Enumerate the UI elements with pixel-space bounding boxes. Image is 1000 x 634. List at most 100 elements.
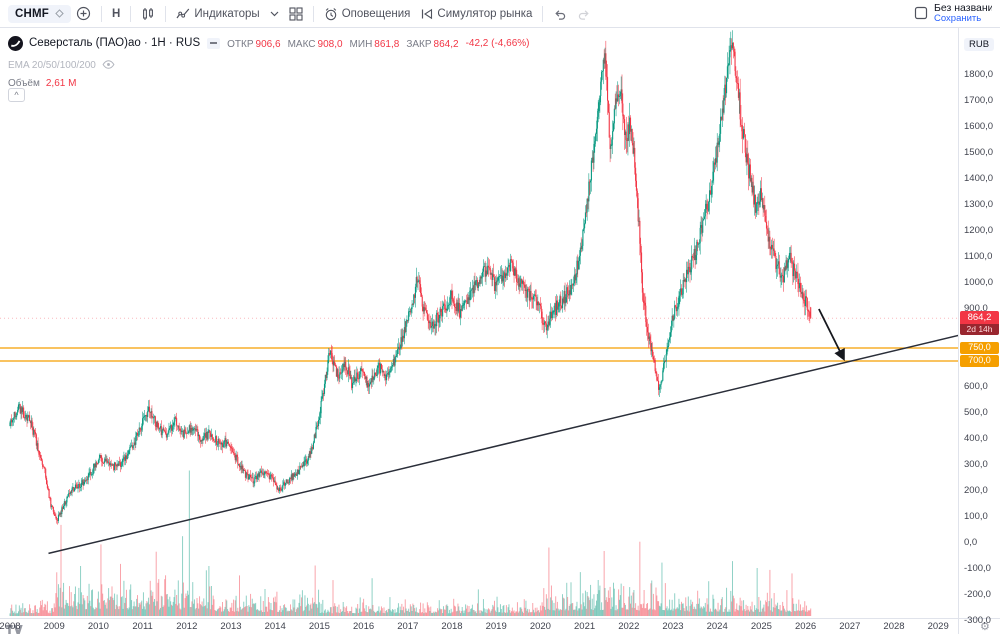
time-axis-year: 2020 [529, 621, 551, 632]
replay-button[interactable]: Симулятор рынка [415, 5, 537, 23]
time-axis-year: 2022 [618, 621, 640, 632]
undo-icon [555, 9, 566, 20]
time-axis-year: 2009 [43, 621, 65, 632]
time-axis-year: 2018 [441, 621, 463, 632]
price-axis-label: 900,0 [964, 303, 988, 314]
ohlc-low: МИН 861,8 [349, 39, 400, 50]
plus-circle-icon [76, 6, 91, 21]
indicators-label: Индикаторы [194, 7, 260, 20]
legend-volume-row[interactable]: Объём 2,61 М [8, 78, 530, 89]
legend-title[interactable]: Северсталь (ПАО)ао · 1Н · RUS [29, 37, 201, 49]
time-axis-year: 2014 [264, 621, 286, 632]
instrument-logo-icon [8, 35, 23, 51]
time-axis[interactable]: ⚙ 2008 2009 2010 2011 2012 2013 2014 2015 2016 20… [0, 618, 1000, 634]
price-axis[interactable]: RUB 1800,0 1700,0 1600,0 1500,0 1400,0 1300,0… [958, 28, 1000, 634]
price-axis-label: 400,0 [964, 433, 988, 444]
layout-panel-icon[interactable] [914, 6, 928, 20]
time-axis-year: 2017 [397, 621, 419, 632]
indicators-button[interactable]: Индикаторы [171, 5, 264, 23]
chart-legend: Северсталь (ПАО)ао · 1Н · RUS ОТКР 906,6 … [8, 34, 530, 93]
indicator-templates-button[interactable] [265, 8, 284, 20]
symbol-ticker: CHMF [15, 7, 50, 20]
tradingview-logo[interactable] [6, 622, 23, 634]
price-axis-label: 1400,0 [964, 173, 994, 184]
time-axis-year: 2023 [662, 621, 684, 632]
top-toolbar: CHMF Н [0, 0, 1000, 28]
arrow-drawing[interactable] [818, 308, 845, 362]
price-axis-label: -300,0 [964, 615, 991, 626]
alerts-button[interactable]: Оповещения [319, 4, 416, 24]
price-level-badge[interactable]: 750,0 [960, 341, 999, 354]
grid-layout-icon [289, 6, 303, 21]
candlestick-icon [143, 7, 154, 20]
price-axis-label: 0,0 [964, 537, 978, 548]
volume-label: Объём [8, 78, 40, 89]
time-axis-year: 2015 [308, 621, 330, 632]
price-axis-label: 1600,0 [964, 121, 994, 132]
price-axis-label: 1300,0 [964, 199, 994, 210]
ohlc-high: МАКС 908,0 [287, 39, 343, 50]
eye-icon[interactable] [102, 56, 115, 74]
time-axis-year: 2026 [795, 621, 817, 632]
price-axis-label: 1000,0 [964, 277, 994, 288]
toolbar-divider [312, 5, 314, 22]
toolbar-divider [101, 5, 103, 22]
symbol-search[interactable]: CHMF [8, 4, 72, 23]
price-axis-label: 1100,0 [964, 251, 993, 262]
trendline-drawing[interactable] [48, 332, 959, 555]
price-axis-label: 1700,0 [964, 95, 994, 106]
replay-icon [422, 8, 433, 19]
time-axis-year: 2025 [750, 621, 772, 632]
interval-button[interactable]: Н [107, 5, 125, 23]
alarm-clock-icon [325, 7, 336, 20]
last-price-badge: 864,2 2d 14h [960, 311, 999, 336]
bar-countdown: 2d 14h [960, 324, 999, 336]
time-axis-year: 2029 [927, 621, 949, 632]
legend-minimize-icon[interactable] [207, 37, 221, 49]
ohlc-close: ЗАКР 864,2 [406, 39, 459, 50]
pane-collapse-button[interactable]: ^ [8, 88, 25, 102]
layout-name[interactable]: Без названия [934, 3, 992, 14]
price-axis-label: 500,0 [964, 407, 988, 418]
price-axis-label: 100,0 [964, 511, 988, 522]
save-button[interactable]: Сохранить [934, 13, 982, 25]
time-axis-year: 2027 [839, 621, 861, 632]
price-level-badge[interactable]: 700,0 [960, 354, 999, 367]
legend-ema-row[interactable]: EMA 20/50/100/200 [8, 56, 530, 74]
time-axis-year: 2008 [0, 621, 21, 632]
volume-value: 2,61 М [45, 78, 77, 89]
toolbar-divider [130, 5, 132, 22]
price-axis-label: 1500,0 [964, 147, 994, 158]
interval-label: Н [112, 7, 121, 20]
price-chart[interactable] [0, 28, 958, 618]
time-axis-year: 2016 [353, 621, 375, 632]
price-axis-label: 300,0 [964, 459, 988, 470]
replay-label: Симулятор рынка [437, 7, 533, 20]
price-axis-label: -200,0 [964, 589, 991, 600]
chart-type-button[interactable] [136, 4, 160, 24]
price-axis-label: 200,0 [964, 485, 988, 496]
toolbar-divider [542, 5, 544, 22]
ohlc-open: ОТКР 906,6 [227, 39, 281, 50]
time-axis-year: 2021 [574, 621, 596, 632]
indicators-icon [176, 8, 190, 18]
time-axis-year: 2012 [176, 621, 198, 632]
redo-icon [579, 9, 590, 20]
price-axis-label: 1200,0 [964, 225, 994, 236]
layout-grid-button[interactable] [284, 4, 308, 24]
ema-label: EMA 20/50/100/200 [8, 59, 96, 71]
legend-main-row: Северсталь (ПАО)ао · 1Н · RUS ОТКР 906,6 … [8, 34, 530, 52]
compare-add-button[interactable] [71, 3, 96, 24]
time-axis-year: 2013 [220, 621, 242, 632]
price-axis-label: -100,0 [964, 563, 991, 574]
legend-change: -42,2 (-4,66%) [465, 37, 530, 49]
redo-button[interactable] [572, 4, 596, 24]
toolbar-divider [165, 5, 167, 22]
axis-settings-gear-icon[interactable]: ⚙ [980, 621, 990, 633]
last-price-value: 864,2 [960, 311, 999, 325]
price-axis-label: 1800,0 [964, 69, 994, 80]
price-axis-label: 600,0 [964, 381, 988, 392]
currency-button[interactable]: RUB [964, 38, 995, 51]
undo-button[interactable] [548, 4, 572, 24]
